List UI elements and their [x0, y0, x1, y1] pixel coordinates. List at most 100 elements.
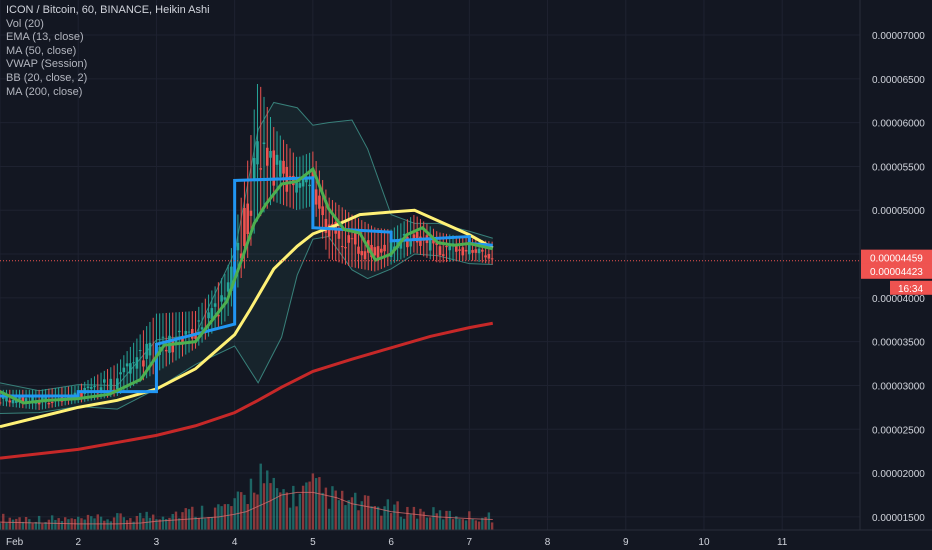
indicator-ema[interactable]: EMA (13, close) [6, 31, 84, 44]
price-tick-label: 0.00007000 [872, 31, 925, 42]
volume-bar [197, 517, 201, 530]
candle-body [14, 400, 18, 403]
volume-bar [363, 495, 367, 530]
volume-bar [425, 517, 429, 530]
candle-body [360, 251, 364, 256]
candle-body [93, 386, 96, 388]
volume-bar [99, 516, 103, 530]
candle-body [125, 363, 129, 367]
symbol-title[interactable]: ICON / Bitcoin, 60, BINANCE, Heikin Ashi [6, 4, 210, 16]
volume-bar [464, 520, 468, 530]
volume-bar [226, 504, 230, 530]
candle-body [409, 238, 412, 247]
candle-body [406, 236, 409, 248]
candle-body [477, 248, 481, 254]
candle-body [461, 247, 465, 256]
candle-body [337, 229, 341, 239]
volume-bar [393, 504, 396, 530]
volume-bar [174, 511, 178, 530]
volume-bar [262, 483, 266, 530]
indicator-ma200[interactable]: MA (200, close) [6, 85, 83, 98]
indicator-bb[interactable]: BB (20, close, 2) [6, 71, 88, 84]
candle-body [174, 338, 178, 344]
candle-body [8, 400, 12, 403]
last-price-label: 0.00004423 [870, 267, 923, 278]
candle-body [132, 362, 135, 364]
volume-bar [305, 482, 308, 530]
candle-body [18, 395, 21, 400]
candle-body [445, 246, 448, 248]
volume-bar [86, 514, 90, 530]
indicator-ma50[interactable]: MA (50, close) [6, 44, 77, 57]
volume-bar [249, 478, 253, 530]
volume-bar [399, 516, 403, 530]
volume-bar [477, 521, 481, 530]
candle-body [249, 210, 253, 216]
marked-price-badge [861, 249, 932, 265]
time-axis[interactable]: Feb 2 3 4 5 6 7 8 9 10 11 [6, 537, 788, 548]
candle-body [298, 183, 302, 188]
volume-bar [406, 506, 409, 530]
volume-bar [451, 519, 455, 530]
indicator-vol[interactable]: Vol (20) [6, 17, 44, 30]
candle-body [454, 244, 458, 252]
volume-bar [41, 523, 44, 530]
candle-body [145, 343, 148, 359]
volume-bar [383, 506, 386, 530]
plot-area[interactable] [0, 83, 494, 530]
last-price-badge [861, 263, 932, 279]
volume-ma-line [0, 491, 493, 525]
volume-bar [419, 508, 422, 530]
volume-bar [165, 519, 168, 530]
candle-body [181, 336, 184, 345]
volume-bar [83, 519, 86, 530]
volume-bar [138, 512, 142, 530]
volume-bar [132, 521, 135, 530]
candle-body [415, 231, 419, 243]
volume-bar [373, 506, 376, 530]
candle-body [226, 282, 230, 292]
volume-bar [458, 519, 461, 530]
candle-body [31, 396, 34, 402]
candle-body [73, 392, 77, 396]
candle-body [89, 387, 93, 389]
volume-bar [161, 516, 165, 530]
volume-bar [142, 518, 145, 530]
volume-bar [448, 510, 451, 530]
time-tick-label: 2 [75, 537, 81, 548]
candle-body [50, 401, 54, 403]
candle-body [164, 349, 168, 352]
volume-bar [354, 492, 357, 530]
candle-body [428, 237, 432, 251]
candle-body [288, 176, 292, 178]
candle-body [129, 363, 132, 374]
volume-bar [73, 519, 77, 530]
volume-bar [295, 506, 298, 530]
volume-bar [445, 510, 448, 530]
volume-bar [298, 493, 302, 530]
price-tick-label: 0.00002500 [872, 425, 925, 436]
candle-body [138, 350, 142, 352]
candle-body [458, 249, 461, 251]
candle-body [0, 402, 2, 404]
indicator-vwap[interactable]: VWAP (Session) [6, 58, 88, 71]
time-tick-label: 4 [232, 537, 238, 548]
candle-body [275, 154, 279, 165]
candle-body [353, 232, 357, 245]
volume-bar [350, 497, 354, 530]
candle-body [194, 335, 197, 339]
volume-bar [223, 504, 227, 530]
candle-body [197, 320, 201, 322]
volume-bar [67, 519, 70, 530]
volume-bar [285, 492, 289, 530]
candle-body [200, 327, 204, 330]
time-tick-label: 5 [310, 537, 316, 548]
candle-body [484, 255, 487, 258]
candle-body [217, 314, 220, 317]
volume-bar [429, 517, 432, 530]
candle-body [213, 303, 217, 307]
ema13-line [0, 166, 494, 405]
volume-bar [106, 519, 109, 530]
